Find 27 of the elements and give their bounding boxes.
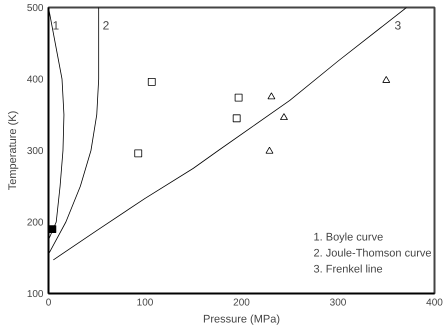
x-axis-title: Pressure (MPa) xyxy=(202,314,280,326)
series-label: 3 xyxy=(394,18,402,32)
annotation: 3. Frenkel line xyxy=(314,264,383,276)
point xyxy=(280,113,288,120)
point xyxy=(266,146,274,154)
y-tick-label: 200 xyxy=(26,218,44,228)
x-tick-label: 0 xyxy=(46,298,52,308)
line-series xyxy=(52,8,407,260)
point xyxy=(234,94,243,102)
annotation: 2. Joule-Thomson curve xyxy=(314,248,432,260)
x-tick-label: 400 xyxy=(426,298,444,308)
point xyxy=(134,149,142,158)
y-tick-label: 300 xyxy=(26,146,44,157)
y-tick-label: 400 xyxy=(26,74,44,86)
series-label: 2 xyxy=(102,18,110,32)
point xyxy=(382,76,390,83)
x-tick-label: 200 xyxy=(233,298,250,308)
x-tick-label: 100 xyxy=(136,298,154,308)
point xyxy=(268,92,276,100)
x-tick-label: 300 xyxy=(330,298,347,308)
point xyxy=(232,114,241,122)
point xyxy=(148,78,156,86)
y-tick-label: 500 xyxy=(26,3,44,14)
y-tick-label: 100 xyxy=(26,289,44,300)
y-axis-title: Temperature (K) xyxy=(6,110,19,190)
annotation: 1. Boyle curve xyxy=(314,232,384,244)
series-label: 1 xyxy=(52,18,60,32)
